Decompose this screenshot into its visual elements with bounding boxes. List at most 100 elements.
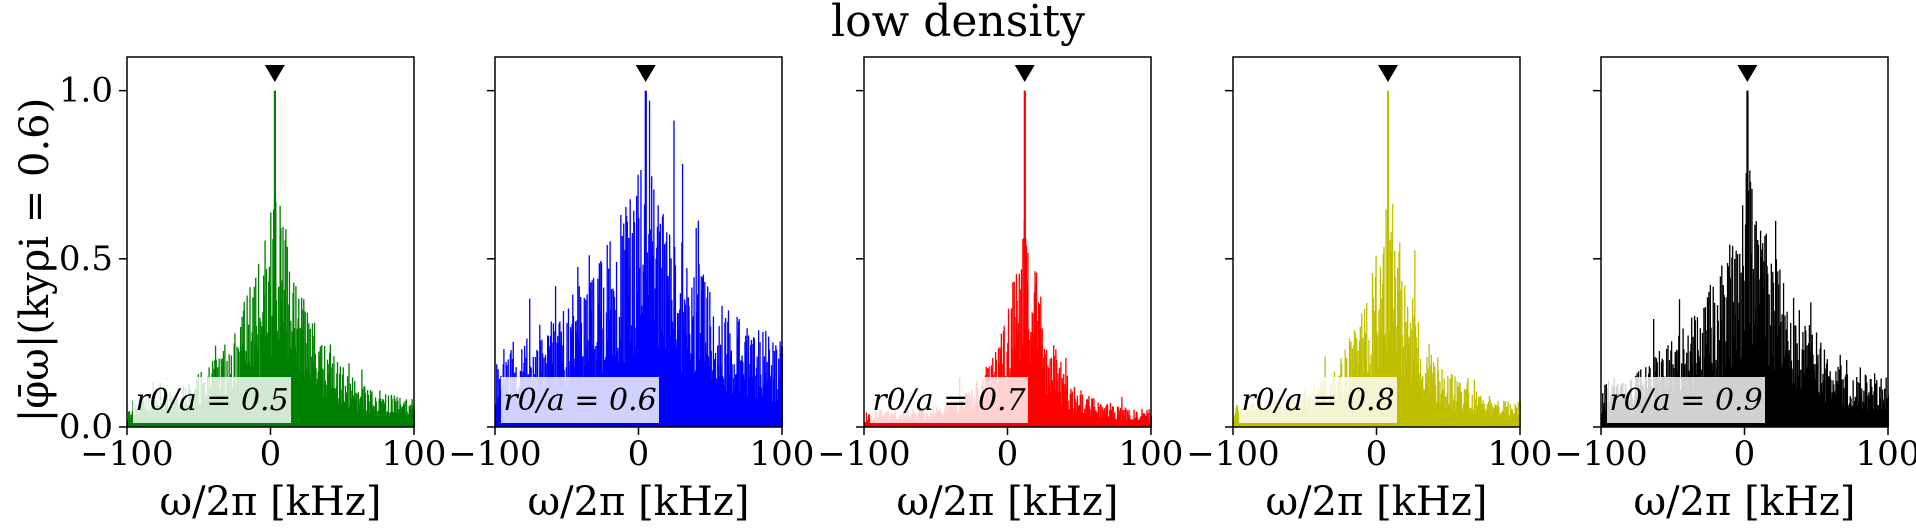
- spectrum-bar: [336, 362, 339, 427]
- spectrum-bar: [1858, 402, 1860, 427]
- spectrum-bar: [1504, 401, 1506, 427]
- spectrum-bar: [292, 292, 294, 427]
- spectrum-bar: [746, 328, 748, 427]
- spectrum-bar: [335, 387, 337, 427]
- spectrum-bar: [1461, 412, 1463, 427]
- spectrum-bar: [496, 364, 498, 427]
- spectrum-bar: [1420, 380, 1422, 427]
- spectrum-bar: [1873, 391, 1875, 427]
- spectrum-bar: [340, 405, 342, 427]
- spectrum-bar: [1602, 393, 1604, 427]
- spectrum-bar: [1029, 364, 1031, 427]
- spectrum-bar: [765, 331, 767, 427]
- spectrum-bar: [1378, 309, 1380, 427]
- spectrum-bar: [375, 401, 377, 427]
- spectrum-bar: [1106, 404, 1109, 427]
- spectrum-bar: [572, 316, 575, 427]
- spectrum-bar: [345, 392, 347, 427]
- spectrum-bar: [1460, 390, 1462, 427]
- spectrum-bar: [1025, 245, 1028, 427]
- x-tick-label: −100: [80, 434, 173, 474]
- spectrum-bar: [362, 408, 365, 427]
- spectrum-bar: [1141, 408, 1143, 427]
- spectrum-bar: [678, 328, 680, 427]
- spectrum-bar: [1787, 340, 1789, 427]
- spectrum-bar: [1108, 416, 1110, 427]
- spectrum-bar: [1372, 297, 1374, 427]
- spectrum-bar: [1516, 416, 1519, 427]
- spectrum-bar: [1766, 265, 1768, 427]
- spectrum-bar: [608, 268, 610, 427]
- spectrum-bar: [1605, 384, 1607, 427]
- spectrum-bar: [326, 384, 328, 427]
- spectrum-bar: [1085, 404, 1087, 427]
- spectrum-bar: [1098, 406, 1100, 427]
- spectrum-bar: [393, 395, 395, 427]
- spectrum-bar: [874, 421, 876, 427]
- spectrum-bar: [1601, 413, 1603, 427]
- spectrum-bar: [606, 244, 608, 427]
- spectrum-bar: [308, 323, 310, 427]
- spectrum-bar: [348, 363, 350, 427]
- spectrum-bar: [1841, 379, 1843, 427]
- spectrum-bar: [751, 376, 753, 427]
- spectrum-bar: [369, 401, 371, 427]
- spectrum-bar: [732, 378, 735, 427]
- spectrum-bar: [1060, 406, 1063, 427]
- spectrum-bar: [261, 326, 263, 427]
- spectrum-bar: [255, 325, 258, 427]
- spectrum-bar: [867, 421, 869, 427]
- spectrum-bar: [1236, 406, 1239, 427]
- spectrum-bar: [1126, 411, 1129, 427]
- spectrum-bar: [720, 364, 722, 427]
- spectrum-bar: [1498, 417, 1501, 427]
- spectrum-bar: [693, 277, 695, 427]
- spectrum-bar: [916, 419, 918, 427]
- spectrum-bar: [497, 369, 499, 427]
- spectrum-bar: [304, 311, 306, 427]
- spectrum-bar: [1720, 320, 1722, 427]
- spectrum-bar: [1052, 382, 1054, 427]
- spectrum-bar: [1871, 386, 1873, 427]
- spectrum-bar: [1116, 420, 1118, 427]
- spectrum-bar: [1457, 393, 1460, 427]
- spectrum-bar: [1818, 392, 1820, 427]
- spectrum-bar: [1475, 412, 1477, 427]
- spectrum-bar: [1415, 337, 1417, 427]
- spectrum-bar: [280, 228, 282, 427]
- spectrum-bar: [1767, 273, 1769, 427]
- spectrum-bar: [1839, 354, 1841, 427]
- spectrum-bar: [692, 316, 694, 427]
- spectrum-bar: [780, 350, 782, 427]
- spectrum-bar: [1779, 269, 1781, 427]
- spectrum-bar: [1010, 308, 1013, 427]
- spectrum-bar: [1142, 413, 1145, 427]
- spectrum-bar: [1129, 419, 1132, 427]
- spectrum-bar: [1116, 406, 1119, 427]
- spectrum-bar: [308, 374, 311, 427]
- spectrum-bar: [323, 369, 325, 427]
- spectrum-bar: [1445, 396, 1447, 427]
- spectrum-bar: [1121, 410, 1124, 427]
- spectrum-bar: [1753, 324, 1755, 427]
- spectrum-bar: [1053, 355, 1056, 427]
- spectrum-bar: [1790, 322, 1792, 427]
- spectrum-bar: [1363, 308, 1366, 427]
- spectrum-bar: [387, 395, 390, 427]
- x-tick-label: 0: [1734, 434, 1756, 474]
- spectrum-bar: [1031, 312, 1033, 427]
- spectrum-bar: [664, 348, 667, 427]
- spectrum-bar: [656, 226, 659, 427]
- spectrum-bar: [1501, 410, 1504, 427]
- spectrum-bar: [246, 295, 248, 427]
- spectrum-bar: [368, 413, 370, 427]
- spectrum-bar: [1095, 410, 1097, 427]
- spectrum-bar: [1412, 360, 1415, 427]
- spectrum-bar: [1502, 412, 1504, 427]
- spectrum-bar: [1062, 382, 1064, 427]
- spectrum-bar: [687, 297, 689, 427]
- spectrum-bar: [303, 378, 306, 427]
- spectrum-bar: [660, 331, 662, 427]
